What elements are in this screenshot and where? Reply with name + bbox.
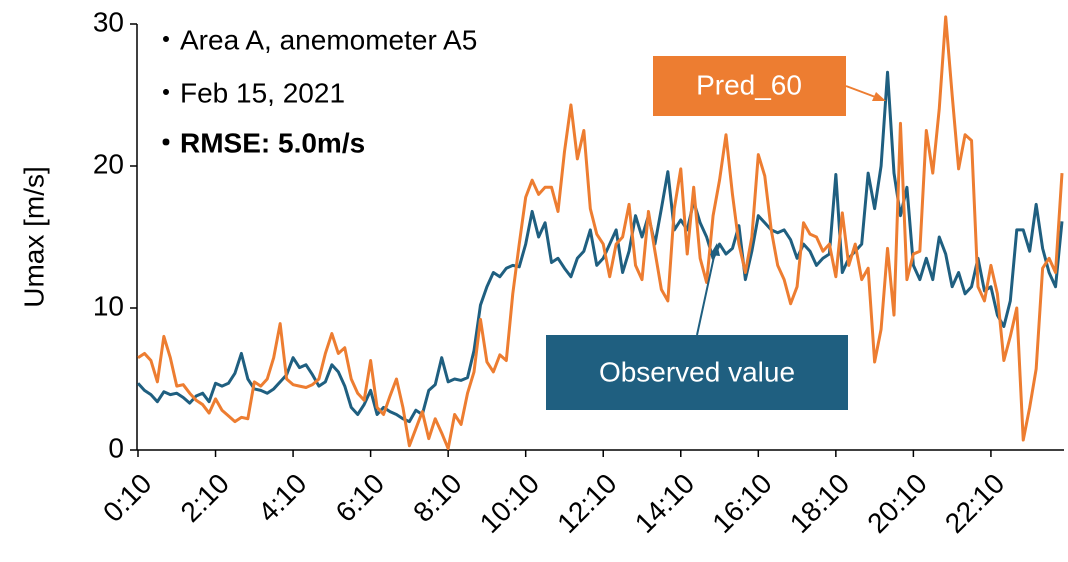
series-line [136, 70, 1064, 424]
y-tick-label: 30 [93, 6, 124, 37]
x-tick-label: 4:10 [252, 468, 312, 528]
arrow [845, 85, 879, 99]
annotation: ・Area A, anemometer A5 [152, 24, 477, 55]
arrow [696, 251, 716, 336]
x-tick-label: 8:10 [407, 468, 467, 528]
x-tick-label: 16:10 [706, 468, 777, 539]
arrow-head [872, 92, 886, 101]
x-tick-label: 2:10 [175, 468, 235, 528]
annotation: ・Feb 15, 2021 [152, 77, 345, 108]
legend-box [653, 56, 846, 116]
legend-label: Pred_60 [696, 69, 802, 100]
y-tick-label: 0 [108, 432, 124, 463]
legend-box [546, 335, 848, 410]
x-tick-label: 14:10 [629, 468, 700, 539]
arrow-head [710, 243, 720, 256]
x-tick-label: 10:10 [474, 468, 545, 539]
x-tick-label: 20:10 [861, 468, 932, 539]
y-axis-label: Umax [m/s] [18, 166, 49, 308]
annotation: ・RMSE: 5.0m/s [152, 127, 365, 158]
x-tick-label: 18:10 [784, 468, 855, 539]
x-tick-label: 0:10 [97, 468, 157, 528]
legend-label: Observed value [599, 356, 795, 387]
x-tick-label: 22:10 [939, 468, 1010, 539]
series-line [137, 15, 1064, 451]
y-tick-label: 10 [93, 290, 124, 321]
x-tick-label: 6:10 [330, 468, 390, 528]
y-tick-label: 20 [93, 148, 124, 179]
x-tick-label: 12:10 [551, 468, 622, 539]
